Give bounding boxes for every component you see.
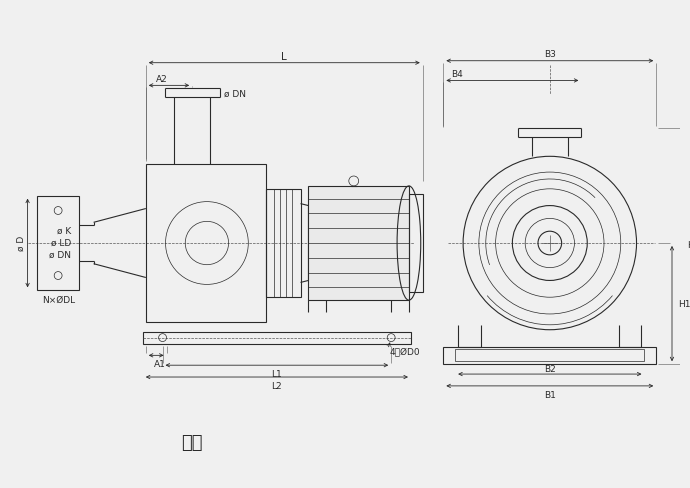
Bar xyxy=(409,194,423,292)
Text: L2: L2 xyxy=(272,382,282,391)
Text: L: L xyxy=(281,52,286,62)
Text: B1: B1 xyxy=(544,391,555,400)
Text: ø LD: ø LD xyxy=(50,239,71,247)
Bar xyxy=(444,347,656,364)
Text: B2: B2 xyxy=(544,365,555,374)
Text: H: H xyxy=(687,242,690,250)
Bar xyxy=(455,349,644,361)
Text: B3: B3 xyxy=(544,50,555,60)
Text: A2: A2 xyxy=(156,75,168,84)
Text: ø D: ø D xyxy=(17,235,26,251)
Bar xyxy=(308,186,409,300)
Text: 4－ØD0: 4－ØD0 xyxy=(389,347,420,356)
Text: ø DN: ø DN xyxy=(224,90,246,99)
Text: ø K: ø K xyxy=(57,227,71,236)
Text: L1: L1 xyxy=(271,370,282,379)
Text: H1: H1 xyxy=(678,300,690,308)
Text: B4: B4 xyxy=(451,70,463,79)
Text: N×ØDL: N×ØDL xyxy=(42,296,75,305)
Text: A1: A1 xyxy=(154,360,166,369)
Text: ø DN: ø DN xyxy=(49,250,71,259)
Text: 型号: 型号 xyxy=(181,434,203,452)
Bar xyxy=(146,164,266,322)
Bar xyxy=(143,332,411,344)
Bar xyxy=(266,189,301,297)
Bar xyxy=(37,196,79,290)
